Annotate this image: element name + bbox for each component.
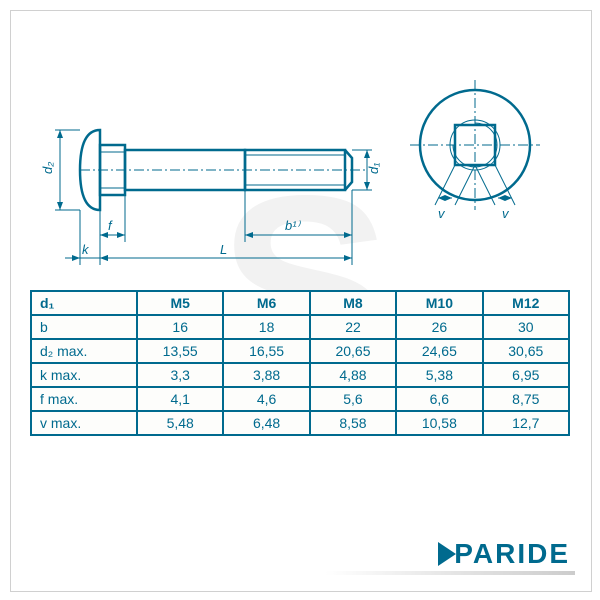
table-row-label: k max. [31,363,137,387]
side-view-diagram: d₂ d₁ f [20,70,380,270]
label-k: k [82,242,90,257]
header-d1: d₁ [31,291,137,315]
table-cell: 16 [137,315,223,339]
table-cell: 3,88 [223,363,309,387]
front-view-svg: v v [390,70,560,240]
table-col-header: M5 [137,291,223,315]
table-row-label: v max. [31,411,137,435]
table-col-header: M10 [396,291,482,315]
table-cell: 13,55 [137,339,223,363]
table-cell: 8,58 [310,411,396,435]
diagram-row: d₂ d₁ f [20,70,580,270]
table-cell: 6,95 [483,363,569,387]
table-col-header: M8 [310,291,396,315]
table-cell: 6,6 [396,387,482,411]
table-row: k max.3,33,884,885,386,95 [31,363,569,387]
table-cell: 4,88 [310,363,396,387]
table-cell: 24,65 [396,339,482,363]
side-view-svg: d₂ d₁ f [20,70,380,270]
table-row: b1618222630 [31,315,569,339]
table-cell: 5,6 [310,387,396,411]
table-row-label: b [31,315,137,339]
brand-logo: PARIDE [438,538,570,570]
table-cell: 5,38 [396,363,482,387]
front-view-diagram: v v [390,70,560,270]
table-cell: 10,58 [396,411,482,435]
label-f: f [108,218,113,233]
table-row: f max.4,14,65,66,68,75 [31,387,569,411]
table-cell: 16,55 [223,339,309,363]
table-row: v max.5,486,488,5810,5812,7 [31,411,569,435]
logo-text: PARIDE [454,538,570,570]
table-row-label: d₂ max. [31,339,137,363]
table-cell: 30,65 [483,339,569,363]
table-cell: 12,7 [483,411,569,435]
table-cell: 6,48 [223,411,309,435]
table-col-header: M12 [483,291,569,315]
table-cell: 20,65 [310,339,396,363]
logo-shadow [325,571,575,575]
label-v-right: v [502,206,510,221]
table-header-row: d₁ M5M6M8M10M12 [31,291,569,315]
table-cell: 4,6 [223,387,309,411]
label-v-left: v [438,206,446,221]
table-cell: 8,75 [483,387,569,411]
table-cell: 4,1 [137,387,223,411]
table-cell: 5,48 [137,411,223,435]
label-d1: d₁ [366,163,380,174]
table-cell: 18 [223,315,309,339]
label-L: L [220,242,227,257]
spec-table-body: b1618222630d₂ max.13,5516,5520,6524,6530… [31,315,569,435]
table-row: d₂ max.13,5516,5520,6524,6530,65 [31,339,569,363]
table-cell: 30 [483,315,569,339]
table-col-header: M6 [223,291,309,315]
table-cell: 22 [310,315,396,339]
content-area: d₂ d₁ f [20,20,580,436]
spec-table: d₁ M5M6M8M10M12 b1618222630d₂ max.13,551… [30,290,570,436]
table-row-label: f max. [31,387,137,411]
table-cell: 3,3 [137,363,223,387]
spec-table-head: d₁ M5M6M8M10M12 [31,291,569,315]
table-cell: 26 [396,315,482,339]
label-d2: d₂ [40,162,55,174]
label-b: b¹⁾ [285,218,302,233]
